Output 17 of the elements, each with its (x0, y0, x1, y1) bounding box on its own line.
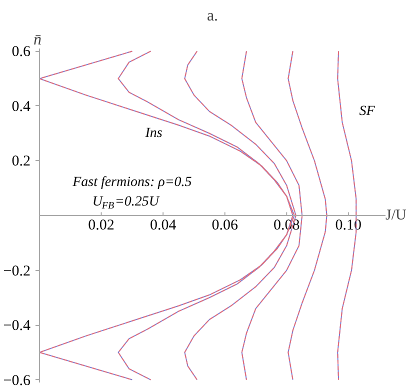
x-tick-label: 0.04 (150, 218, 177, 234)
y-tick-label: 0.4 (12, 98, 31, 115)
y-tick-label: 0.2 (12, 154, 30, 170)
annotation: SF (359, 104, 376, 119)
y-tick-label: −0.4 (3, 318, 31, 334)
y-tick-label: −0.6 (3, 372, 31, 389)
x-tick-label: 0.10 (335, 218, 362, 234)
line-series (241, 50, 303, 380)
y-tick-label: −0.2 (3, 263, 31, 280)
chart-title: a. (206, 8, 218, 24)
x-tick-label: 0.06 (212, 218, 238, 234)
annotation: Fast fermions: ρ=0.5 (72, 175, 192, 190)
y-axis-title: n̄ (34, 32, 42, 48)
x-axis-title: J/U (386, 208, 407, 224)
x-tick-label: 0.02 (88, 218, 114, 234)
annotation: Ins (144, 126, 163, 141)
y-tick-label: 0.6 (12, 44, 31, 60)
